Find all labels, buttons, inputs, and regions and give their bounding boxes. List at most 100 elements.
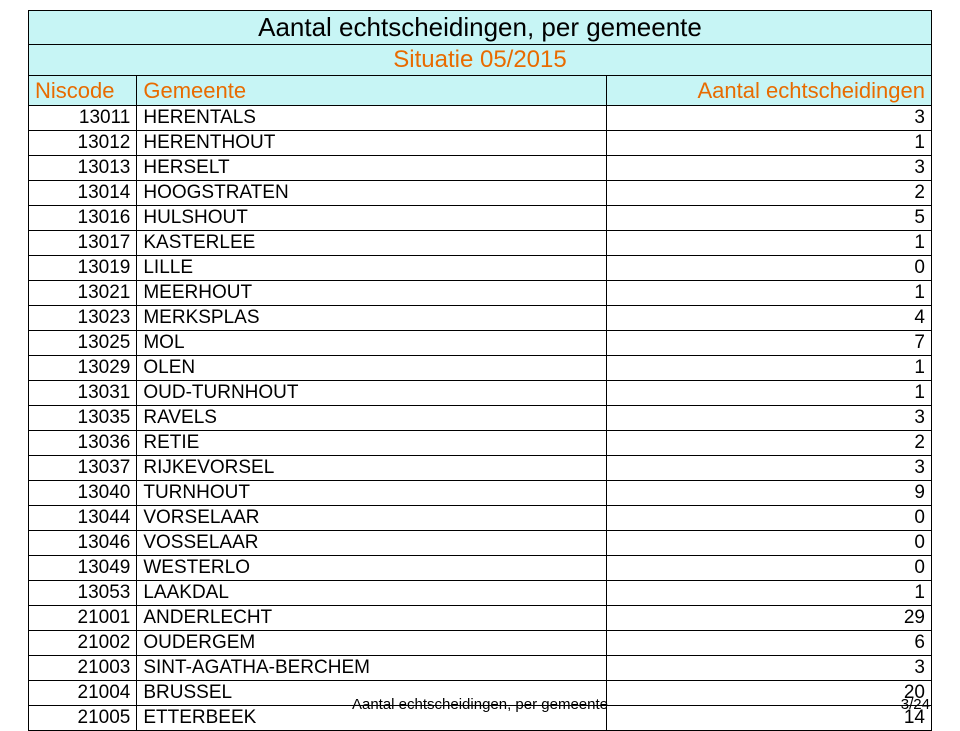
cell-name: OUDERGEM [137, 631, 607, 656]
cell-value: 5 [606, 206, 931, 231]
cell-code: 13044 [29, 506, 137, 531]
cell-name: HOOGSTRATEN [137, 181, 607, 206]
cell-code: 13013 [29, 156, 137, 181]
table-row: 13037RIJKEVORSEL3 [29, 456, 932, 481]
cell-code: 21001 [29, 606, 137, 631]
table-row: 21002OUDERGEM6 [29, 631, 932, 656]
table-row: 21003SINT-AGATHA-BERCHEM3 [29, 656, 932, 681]
table-row: 13035RAVELS3 [29, 406, 932, 431]
cell-code: 13031 [29, 381, 137, 406]
cell-name: RETIE [137, 431, 607, 456]
cell-code: 13016 [29, 206, 137, 231]
table-row: 13014HOOGSTRATEN2 [29, 181, 932, 206]
cell-value: 2 [606, 181, 931, 206]
table-row: 13012HERENTHOUT1 [29, 131, 932, 156]
cell-name: ANDERLECHT [137, 606, 607, 631]
column-header-code: Niscode [29, 76, 137, 106]
table-row: 13017KASTERLEE1 [29, 231, 932, 256]
cell-code: 13019 [29, 256, 137, 281]
cell-name: MERKSPLAS [137, 306, 607, 331]
cell-name: VOSSELAAR [137, 531, 607, 556]
footer-text: Aantal echtscheidingen, per gemeente [0, 696, 960, 713]
table-row: 13025MOL7 [29, 331, 932, 356]
cell-name: LAAKDAL [137, 581, 607, 606]
cell-code: 13011 [29, 106, 137, 131]
column-header-value: Aantal echtscheidingen [606, 76, 931, 106]
table-row: 13021MEERHOUT1 [29, 281, 932, 306]
cell-code: 13036 [29, 431, 137, 456]
cell-value: 2 [606, 431, 931, 456]
table-row: 13023MERKSPLAS4 [29, 306, 932, 331]
cell-value: 4 [606, 306, 931, 331]
cell-name: HERENTALS [137, 106, 607, 131]
cell-code: 21003 [29, 656, 137, 681]
cell-value: 0 [606, 556, 931, 581]
title-row: Aantal echtscheidingen, per gemeente [29, 11, 932, 45]
cell-code: 13012 [29, 131, 137, 156]
table-row: 13040TURNHOUT9 [29, 481, 932, 506]
cell-code: 13046 [29, 531, 137, 556]
cell-code: 13049 [29, 556, 137, 581]
cell-code: 13025 [29, 331, 137, 356]
cell-value: 3 [606, 156, 931, 181]
table-row: 13013HERSELT3 [29, 156, 932, 181]
cell-value: 1 [606, 231, 931, 256]
table-row: 13044VORSELAAR0 [29, 506, 932, 531]
cell-name: OUD-TURNHOUT [137, 381, 607, 406]
cell-name: TURNHOUT [137, 481, 607, 506]
table-row: 13011HERENTALS3 [29, 106, 932, 131]
cell-value: 3 [606, 106, 931, 131]
cell-code: 13040 [29, 481, 137, 506]
cell-name: HERENTHOUT [137, 131, 607, 156]
cell-code: 13035 [29, 406, 137, 431]
cell-name: RAVELS [137, 406, 607, 431]
table-row: 13031OUD-TURNHOUT1 [29, 381, 932, 406]
table-row: 13036RETIE2 [29, 431, 932, 456]
cell-name: HULSHOUT [137, 206, 607, 231]
cell-code: 13023 [29, 306, 137, 331]
cell-name: WESTERLO [137, 556, 607, 581]
table-row: 13046VOSSELAAR0 [29, 531, 932, 556]
header-row: Niscode Gemeente Aantal echtscheidingen [29, 76, 932, 106]
cell-code: 13017 [29, 231, 137, 256]
cell-value: 29 [606, 606, 931, 631]
cell-value: 1 [606, 381, 931, 406]
cell-value: 3 [606, 456, 931, 481]
page-container: Aantal echtscheidingen, per gemeente Sit… [0, 0, 960, 731]
data-table: Aantal echtscheidingen, per gemeente Sit… [28, 10, 932, 731]
cell-value: 3 [606, 406, 931, 431]
cell-name: LILLE [137, 256, 607, 281]
cell-code: 13021 [29, 281, 137, 306]
table-row: 21001ANDERLECHT29 [29, 606, 932, 631]
cell-code: 13029 [29, 356, 137, 381]
cell-name: RIJKEVORSEL [137, 456, 607, 481]
table-row: 13019LILLE0 [29, 256, 932, 281]
cell-value: 0 [606, 531, 931, 556]
table-row: 13053LAAKDAL1 [29, 581, 932, 606]
column-header-name: Gemeente [137, 76, 607, 106]
cell-name: MOL [137, 331, 607, 356]
cell-value: 1 [606, 356, 931, 381]
cell-value: 6 [606, 631, 931, 656]
table-row: 13016HULSHOUT5 [29, 206, 932, 231]
table-row: 13049WESTERLO0 [29, 556, 932, 581]
cell-value: 0 [606, 256, 931, 281]
table-subtitle: Situatie 05/2015 [29, 45, 932, 76]
subtitle-row: Situatie 05/2015 [29, 45, 932, 76]
footer-page-number: 3/24 [901, 696, 930, 713]
cell-code: 21002 [29, 631, 137, 656]
cell-value: 0 [606, 506, 931, 531]
cell-value: 7 [606, 331, 931, 356]
cell-value: 3 [606, 656, 931, 681]
cell-name: HERSELT [137, 156, 607, 181]
cell-name: MEERHOUT [137, 281, 607, 306]
table-title: Aantal echtscheidingen, per gemeente [29, 11, 932, 45]
cell-code: 13014 [29, 181, 137, 206]
table-row: 13029OLEN1 [29, 356, 932, 381]
cell-value: 9 [606, 481, 931, 506]
cell-value: 1 [606, 131, 931, 156]
cell-name: OLEN [137, 356, 607, 381]
cell-name: VORSELAAR [137, 506, 607, 531]
cell-value: 1 [606, 281, 931, 306]
cell-value: 1 [606, 581, 931, 606]
